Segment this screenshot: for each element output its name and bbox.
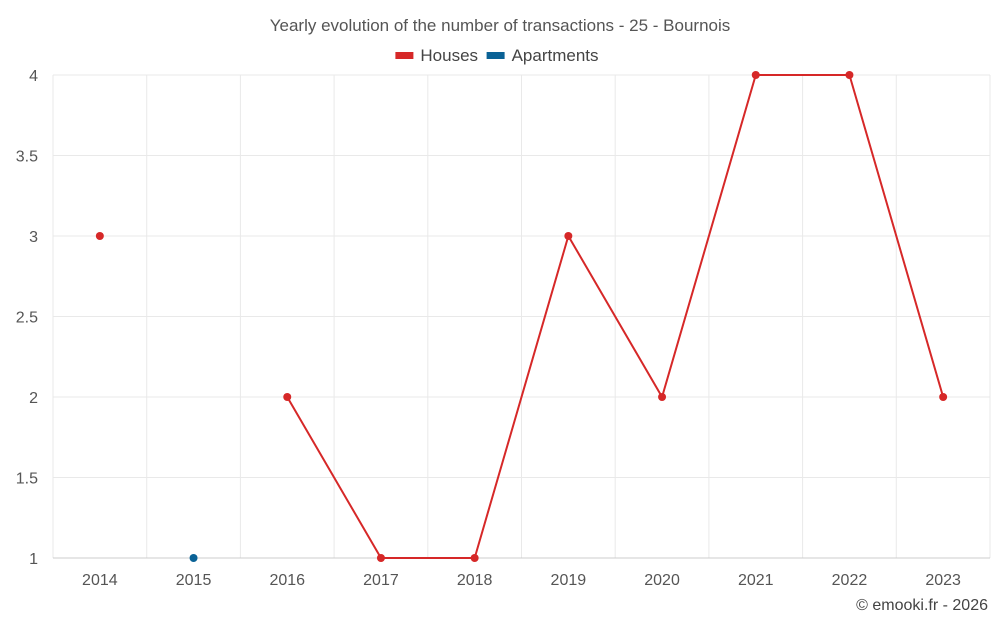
x-tick-label: 2014 [82,572,118,589]
data-point[interactable] [845,71,854,79]
legend-swatch [486,52,505,59]
data-point[interactable] [95,232,104,240]
legend-item-houses[interactable]: Houses [395,46,478,65]
data-point[interactable] [939,393,948,401]
grid [52,74,991,559]
series-layer [95,71,948,562]
y-tick-label: 3 [29,229,38,246]
y-tick-label: 2.5 [16,310,38,327]
data-point[interactable] [189,554,198,562]
series-line [286,74,945,559]
y-tick-label: 2 [29,390,38,407]
legend-swatch [395,52,414,59]
x-tick-label: 2018 [457,572,493,589]
data-point[interactable] [376,554,385,562]
y-tick-label: 1 [29,551,38,568]
y-tick-label: 3.5 [16,149,38,166]
x-tick-label: 2023 [925,572,961,589]
y-tick-label: 4 [29,68,38,85]
legend-label: Apartments [512,46,599,65]
x-tick-label: 2015 [176,572,212,589]
x-tick-label: 2020 [644,572,680,589]
y-tick-label: 1.5 [16,471,38,488]
data-point[interactable] [564,232,573,240]
series-apartments [189,554,198,562]
data-point[interactable] [470,554,479,562]
legend[interactable]: Houses Apartments [395,46,599,65]
data-point[interactable] [283,393,292,401]
legend-label: Houses [420,46,478,65]
series-houses [95,71,948,562]
credit: © emooki.fr - 2026 [856,597,988,614]
data-point[interactable] [658,393,667,401]
x-tick-label: 2017 [363,572,399,589]
x-tick-label: 2019 [551,572,587,589]
axes: 1 1.5 2 2.5 3 3.5 4 2014 2015 2016 2017 2018 2019 202… [16,68,990,589]
chart-title: Yearly evolution of the number of transa… [270,16,731,35]
x-tick-label: 2016 [269,572,305,589]
x-tick-label: 2022 [832,572,868,589]
legend-item-apartments[interactable]: Apartments [486,46,599,65]
x-tick-label: 2021 [738,572,774,589]
data-point[interactable] [751,71,760,79]
